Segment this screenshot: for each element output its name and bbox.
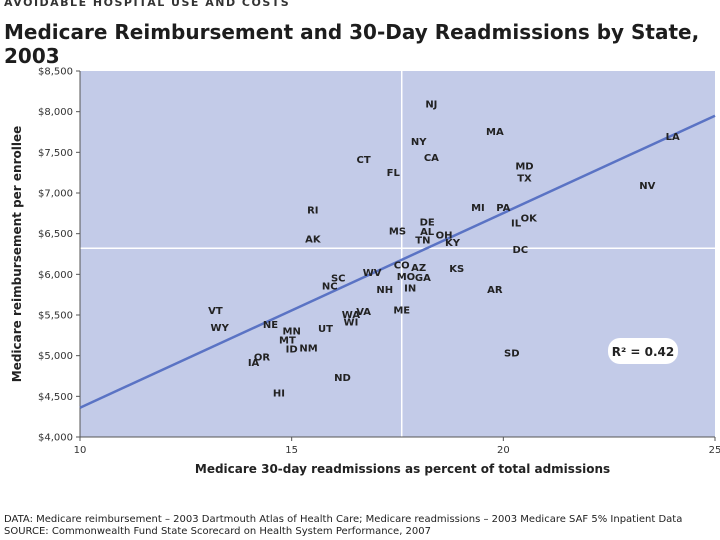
data-point-label-co: CO [394, 261, 410, 272]
data-point-label-wi: WI [344, 318, 359, 329]
data-point-label-nc: NC [322, 282, 338, 293]
data-point-label-mo: MO [397, 272, 415, 283]
y-tick-label: $7,000 [38, 189, 73, 200]
data-point-label-tn: TN [415, 235, 430, 246]
source-note: SOURCE: Commonwealth Fund State Scorecar… [4, 526, 431, 537]
data-point-label-wy: WY [211, 323, 230, 334]
data-point-label-sd: SD [504, 348, 520, 359]
data-point-label-ct: CT [357, 155, 371, 166]
data-note: DATA: Medicare reimbursement – 2003 Dart… [4, 514, 683, 525]
data-point-label-la: LA [666, 132, 680, 143]
data-point-label-nj: NJ [425, 100, 437, 111]
data-point-label-dc: DC [512, 245, 528, 256]
data-point-label-ia: IA [248, 358, 260, 369]
data-point-label-va: VA [356, 307, 371, 318]
data-point-label-ks: KS [449, 264, 464, 275]
data-point-label-az: AZ [411, 263, 426, 274]
data-point-label-de: DE [420, 217, 435, 228]
data-point-label-nh: NH [376, 285, 393, 296]
x-tick-label: 20 [497, 445, 510, 456]
y-tick-label: $8,500 [38, 67, 73, 78]
data-point-label-in: IN [404, 283, 416, 294]
data-point-label-wa: WA [342, 310, 361, 321]
data-point-label-nd: ND [334, 373, 351, 384]
y-axis-label: Medicare reimbursement per enrollee [10, 126, 24, 383]
data-point-label-ca: CA [424, 153, 439, 164]
data-point-label-id: ID [286, 344, 298, 355]
data-point-label-ma: MA [486, 127, 504, 138]
y-tick-label: $6,500 [38, 229, 73, 240]
data-point-label-ar: AR [487, 285, 503, 296]
y-tick-label: $5,500 [38, 311, 73, 322]
y-tick-label: $7,500 [38, 148, 73, 159]
data-point-label-ky: KY [445, 238, 461, 249]
data-point-label-md: MD [515, 161, 533, 172]
data-point-label-ut: UT [318, 324, 333, 335]
x-tick-label: 25 [709, 445, 720, 456]
data-point-label-me: ME [393, 305, 410, 316]
data-point-label-mi: MI [471, 203, 485, 214]
data-point-label-sc: SC [331, 274, 346, 285]
data-point-label-il: IL [511, 218, 522, 229]
x-tick-label: 10 [74, 445, 87, 456]
trend-line [79, 114, 716, 409]
data-point-label-al: AL [420, 227, 435, 238]
data-point-label-ok: OK [521, 213, 539, 224]
data-point-label-hi: HI [273, 388, 285, 399]
data-point-label-ak: AK [305, 235, 322, 246]
y-tick-label: $6,000 [38, 270, 73, 281]
x-tick-label: 15 [285, 445, 298, 456]
data-point-label-ny: NY [411, 137, 427, 148]
plot-area [80, 71, 715, 437]
data-point-label-mn: MN [283, 326, 301, 337]
data-point-label-ms: MS [389, 226, 406, 237]
data-point-label-or: OR [254, 352, 271, 363]
data-point-label-mt: MT [279, 335, 296, 346]
r-squared-label: R² = 0.42 [612, 345, 675, 359]
data-point-label-nv: NV [639, 181, 655, 192]
data-point-label-ri: RI [307, 205, 318, 216]
data-point-label-pa: PA [496, 203, 510, 214]
y-tick-label: $4,500 [38, 392, 73, 403]
y-tick-label: $8,000 [38, 107, 73, 118]
x-axis-label: Medicare 30-day readmissions as percent … [195, 462, 610, 476]
data-point-label-wv: WV [363, 268, 382, 279]
page-title: Medicare Reimbursement and 30-Day Readmi… [4, 20, 700, 68]
y-tick-label: $5,000 [38, 351, 73, 362]
data-point-label-tx: TX [517, 174, 532, 185]
data-point-label-fl: FL [387, 168, 401, 179]
data-point-label-ga: GA [415, 273, 431, 284]
data-point-label-nm: NM [299, 344, 317, 355]
section-tag: AVOIDABLE HOSPITAL USE AND COSTS [4, 0, 291, 9]
y-tick-label: $4,000 [38, 433, 73, 444]
data-point-label-ne: NE [263, 320, 278, 331]
data-point-label-vt: VT [208, 306, 223, 317]
r-squared-badge [608, 338, 678, 364]
data-point-label-oh: OH [436, 230, 453, 241]
